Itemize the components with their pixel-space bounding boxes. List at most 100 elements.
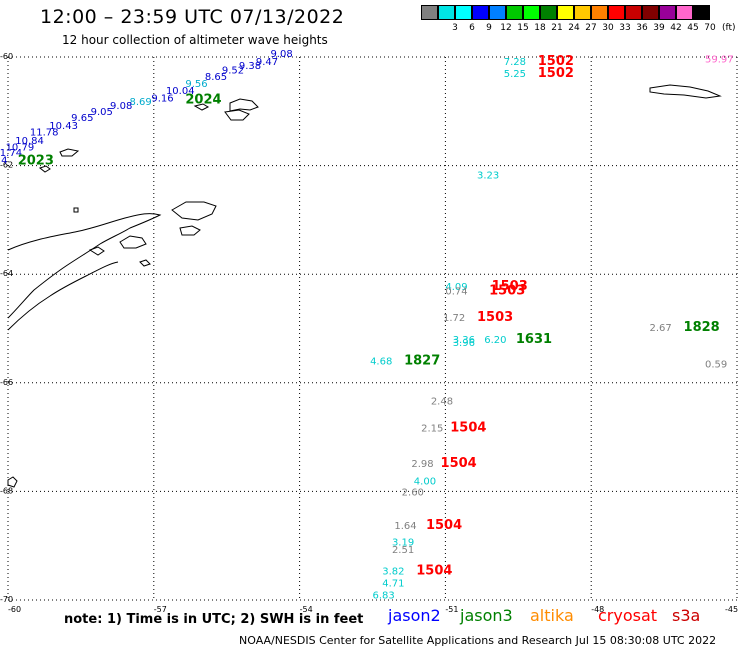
legend-swatch — [557, 5, 574, 20]
island-outline — [171, 201, 217, 221]
island-outline — [229, 98, 259, 112]
footer-note: note: 1) Time is in UTC; 2) SWH is in fe… — [64, 612, 364, 627]
lon-tick-label: -51 — [445, 605, 458, 614]
island-outline — [38, 165, 51, 173]
legend-swatch — [676, 5, 693, 20]
wave-height-label: 9.16 — [151, 94, 173, 105]
wave-height-label: 10.79 — [6, 142, 35, 153]
wave-height-label: 59.97 — [705, 54, 734, 65]
wave-height-label: 0.74 — [445, 286, 467, 297]
legend-label: 39 — [653, 23, 665, 33]
time-label: 1503 — [492, 279, 528, 294]
satellite-altika: altika — [530, 606, 574, 625]
wave-height-label: 2.98 — [411, 459, 433, 470]
island-outline — [139, 259, 151, 267]
wave-height-label: 10.84 — [15, 136, 44, 147]
peninsula-outline — [7, 261, 119, 331]
wave-height-label: 1.72 — [443, 313, 465, 324]
legend-swatch — [489, 5, 506, 20]
wave-height-label: 3.96 — [453, 338, 475, 349]
time-label: 1631 — [516, 332, 552, 347]
wave-height-label: 2.60 — [402, 488, 424, 499]
time-label: 1503 — [477, 310, 513, 325]
map-title: 12:00 – 23:59 UTC 07/13/2022 — [40, 6, 345, 28]
lon-tick-label: -57 — [154, 605, 167, 614]
legend-swatch — [523, 5, 540, 20]
legend-swatch — [574, 5, 591, 20]
island-outline — [7, 476, 18, 488]
lat-tick-label: -70 — [0, 595, 13, 604]
wave-height-label: 0.59 — [705, 360, 727, 371]
time-label: 2024 — [185, 93, 221, 108]
legend-swatch — [625, 5, 642, 20]
wave-height-label: 1.64 — [394, 521, 416, 532]
legend-label: 33 — [619, 23, 631, 33]
legend-swatch — [608, 5, 625, 20]
wave-height-label: 2.48 — [431, 397, 453, 408]
legend-swatch — [591, 5, 608, 20]
island-outline — [193, 103, 210, 111]
axis-ticks: -60 -57 -54 -51 -48 -45 -60 -62 -64 -66 -68 -70 — [0, 52, 738, 614]
island-outline — [179, 225, 201, 236]
wave-height-label: 7.28 — [504, 57, 526, 68]
legend-swatch — [693, 5, 710, 20]
time-label: 1503 — [489, 283, 525, 298]
legend-swatch — [438, 5, 455, 20]
coastline-layer — [7, 84, 722, 488]
lon-tick-label: -54 — [300, 605, 313, 614]
island-outline — [73, 207, 79, 213]
wave-height-label: 9.08 — [110, 101, 132, 112]
lat-tick-label: -62 — [0, 161, 13, 170]
wave-height-label: 9.38 — [239, 61, 261, 72]
wave-height-label: 10.43 — [49, 121, 78, 132]
island-outline — [224, 109, 250, 121]
graticule — [7, 56, 738, 601]
time-label: 1502 — [538, 66, 574, 81]
wave-height-label: 3.82 — [382, 566, 404, 577]
wave-height-label: 9.56 — [185, 79, 207, 90]
lon-tick-label: -45 — [725, 605, 738, 614]
legend-swatch — [472, 5, 489, 20]
legend-label: 15 — [517, 23, 529, 33]
wave-height-label: 8.65 — [205, 72, 227, 83]
time-label: 1502 — [538, 54, 574, 69]
legend-label: 70 — [704, 23, 716, 33]
time-label: 1504 — [426, 518, 462, 533]
legend-label: 27 — [585, 23, 597, 33]
legend-label: 21 — [551, 23, 563, 33]
time-label: 1828 — [684, 320, 720, 335]
legend-swatch — [540, 5, 557, 20]
wave-height-label: 3.23 — [477, 171, 499, 182]
wave-height-label: 9.47 — [256, 57, 278, 68]
wave-height-label: 3.36 — [453, 335, 475, 346]
time-label: 2023 — [18, 154, 54, 169]
legend-swatch — [421, 5, 438, 20]
island-outline — [649, 84, 722, 99]
wave-height-label: 9.65 — [71, 113, 93, 124]
time-label: 1504 — [441, 456, 477, 471]
wave-height-label: 2.15 — [421, 424, 443, 435]
legend-label: 12 — [500, 23, 512, 33]
wave-height-label: 9.05 — [91, 107, 113, 118]
wave-height-label: 9.08 — [270, 49, 292, 60]
observation-layer: 9.089.479.389.528.659.5610.049.168.699.0… — [0, 49, 734, 601]
wave-height-label: 4.71 — [382, 578, 404, 589]
satellite-cryosat: cryosat — [598, 606, 658, 625]
legend-label: 45 — [687, 23, 699, 33]
lat-tick-label: -66 — [0, 378, 13, 387]
wave-height-label: 9.52 — [222, 65, 244, 76]
wave-height-label: 6.20 — [484, 335, 506, 346]
legend-unit: (ft) — [722, 23, 736, 33]
island-outline — [59, 148, 80, 157]
satellite-s3a: s3a — [672, 606, 701, 625]
legend-label: 3 — [452, 23, 458, 33]
time-label: 1504 — [450, 421, 486, 436]
legend-label: 9 — [486, 23, 492, 33]
time-label: 1827 — [404, 353, 440, 368]
legend-swatch — [455, 5, 472, 20]
map-subtitle: 12 hour collection of altimeter wave hei… — [62, 33, 328, 47]
wave-height-label: 2.67 — [650, 323, 672, 334]
legend-swatch — [659, 5, 676, 20]
wave-height-label: 4.68 — [370, 356, 392, 367]
